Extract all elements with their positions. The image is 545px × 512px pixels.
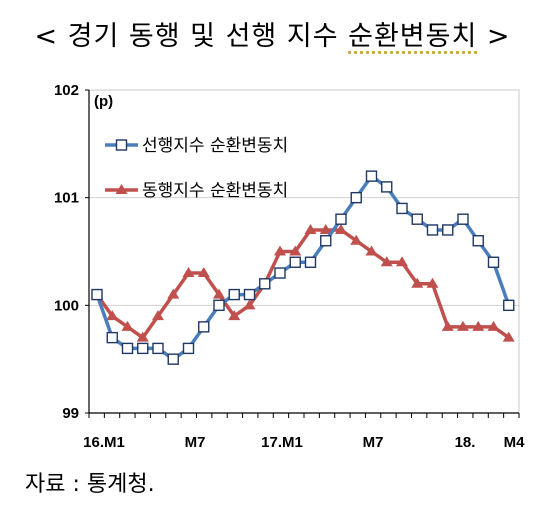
legend-marker-1 xyxy=(115,184,128,194)
series-0-point-2 xyxy=(121,342,134,355)
series-0-point-16 xyxy=(335,213,347,225)
series-0-point-6 xyxy=(182,342,195,355)
series-1-point-19 xyxy=(380,256,393,267)
series-1-line xyxy=(95,228,510,340)
series-0-point-3 xyxy=(137,342,149,355)
series-0 xyxy=(91,170,515,365)
axes: 99 100 101 102 16.M1 M7 17.M1 M7 18. M4 xyxy=(54,82,525,451)
series-1-point-4 xyxy=(152,310,164,321)
y-tick-label-1: 100 xyxy=(54,297,79,314)
series-0-point-1 xyxy=(106,331,118,344)
series-0-point-13 xyxy=(289,256,301,268)
series-1-point-25 xyxy=(472,320,485,331)
chart-title-emphasis: 순환변동치 xyxy=(348,21,478,52)
chart-title-suffix: > xyxy=(477,21,511,52)
series-0-point-26 xyxy=(487,256,500,268)
x-tick-label-0: 16.M1 xyxy=(83,434,125,451)
series-0-point-11 xyxy=(259,278,271,290)
series-1-point-21 xyxy=(411,277,424,288)
series-0-point-15 xyxy=(320,235,332,247)
series-1-point-1 xyxy=(106,310,119,321)
series-0-point-14 xyxy=(304,256,317,268)
series-1-point-9 xyxy=(228,310,241,321)
chart-title-prefix: < 경기 동행 및 선행 지수 xyxy=(34,21,349,52)
series-1-point-24 xyxy=(457,320,469,331)
chart-title: < 경기 동행 및 선행 지수 순환변동치 > xyxy=(0,14,545,53)
series-0-point-0 xyxy=(91,288,103,301)
series-0-point-8 xyxy=(213,299,225,312)
series-0-point-24 xyxy=(457,213,469,225)
grid-lines xyxy=(89,197,519,306)
series-1-point-2 xyxy=(121,320,134,331)
series-1-point-7 xyxy=(197,267,210,278)
series-1-point-6 xyxy=(182,267,195,278)
legend-item-1: 동행지수 순환변동치 xyxy=(105,181,288,201)
x-tick-label-1: M7 xyxy=(185,434,206,451)
legend-label-0: 선행지수 순환변동치 xyxy=(142,136,288,156)
series-1-point-23 xyxy=(441,320,454,331)
series-1-point-17 xyxy=(350,234,363,245)
source-note: 자료 : 통계청. xyxy=(25,472,155,497)
series-0-point-23 xyxy=(442,224,454,236)
legend-marker-0 xyxy=(115,139,128,151)
x-tick-label-3: M7 xyxy=(363,434,384,451)
series xyxy=(91,170,515,365)
series-1-point-10 xyxy=(243,299,256,310)
series-1-point-26 xyxy=(487,320,500,331)
series-1-point-15 xyxy=(319,223,332,234)
series-0-point-25 xyxy=(472,235,484,247)
series-1-point-18 xyxy=(365,245,378,256)
series-0-point-21 xyxy=(411,213,423,225)
series-0-line xyxy=(95,174,511,361)
series-0-point-9 xyxy=(228,288,240,301)
series-0-point-22 xyxy=(426,224,439,236)
series-1-point-13 xyxy=(289,245,302,256)
series-0-point-18 xyxy=(365,170,378,182)
series-0-point-7 xyxy=(198,321,210,333)
y-tick-label-2: 101 xyxy=(54,190,79,207)
y-tick-label-0: 99 xyxy=(62,405,79,422)
series-1-point-14 xyxy=(304,223,317,234)
legend-label-1: 동행지수 순환변동치 xyxy=(142,181,288,201)
series-1-point-16 xyxy=(335,223,347,234)
series-0-point-19 xyxy=(381,181,393,193)
x-tick-label-4: 18. xyxy=(455,434,476,451)
series-1-point-12 xyxy=(274,245,286,256)
x-tick-label-5: M4 xyxy=(504,434,525,451)
series-0-point-27 xyxy=(503,299,515,312)
series-1-point-8 xyxy=(213,288,225,299)
legend-item-0: 선행지수 순환변동치 xyxy=(105,136,288,156)
x-tick-label-2: 17.M1 xyxy=(261,434,303,451)
series-1-point-22 xyxy=(426,277,439,288)
series-1-point-5 xyxy=(167,288,180,299)
y-tick-label-3: 102 xyxy=(54,82,79,99)
series-0-point-17 xyxy=(350,191,362,204)
series-0-point-10 xyxy=(243,288,256,301)
series-0-point-4 xyxy=(152,342,164,355)
y-unit-label: (p) xyxy=(94,93,113,110)
series-1-point-27 xyxy=(502,331,515,342)
series-1-point-20 xyxy=(396,256,408,267)
series-0-point-20 xyxy=(396,202,408,215)
series-1-point-3 xyxy=(136,331,149,342)
series-1 xyxy=(91,223,515,342)
series-0-point-12 xyxy=(274,267,286,279)
series-0-point-5 xyxy=(167,353,179,365)
